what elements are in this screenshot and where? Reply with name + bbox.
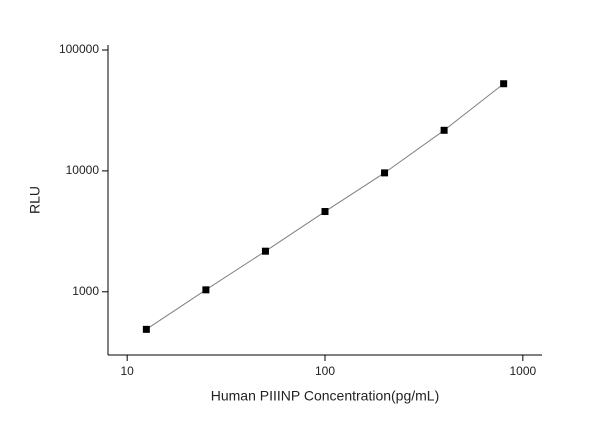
y-axis-title: RLU xyxy=(27,186,43,214)
y-tick-label: 100000 xyxy=(59,42,99,56)
data-point xyxy=(202,286,210,294)
x-tick-label: 1000 xyxy=(509,364,536,378)
x-tick-label: 10 xyxy=(120,364,134,378)
y-tick-label: 1000 xyxy=(72,284,99,298)
data-point xyxy=(440,126,448,134)
x-tick-label: 100 xyxy=(315,364,335,378)
data-point xyxy=(321,208,329,216)
data-point xyxy=(261,247,269,255)
data-point xyxy=(381,169,389,177)
x-axis-title: Human PIIINP Concentration(pg/mL) xyxy=(211,388,440,404)
y-tick-label: 10000 xyxy=(66,163,100,177)
data-point xyxy=(500,80,508,88)
data-point xyxy=(142,325,150,333)
